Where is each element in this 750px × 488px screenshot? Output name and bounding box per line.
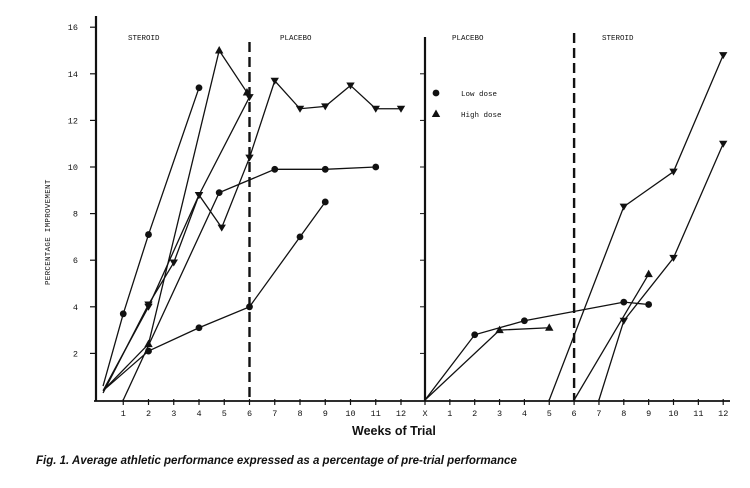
- y-axis-label: PERCENTAGE IMPROVEMENT: [45, 179, 53, 285]
- circle-marker-icon: [215, 189, 223, 197]
- series-line: [548, 54, 724, 401]
- circle-marker-icon: [195, 84, 203, 92]
- x-tick-label: 4: [522, 409, 527, 419]
- circle-marker-icon: [246, 303, 253, 311]
- x-tick-label: 11: [693, 409, 703, 419]
- circle-marker-icon: [432, 89, 440, 97]
- triangle-up-marker-icon: [495, 325, 504, 334]
- x-tick-label: 2: [472, 409, 477, 419]
- triangle-down-marker-icon: [194, 191, 204, 199]
- series-line: [598, 143, 724, 401]
- y-tick-label: 14: [68, 70, 78, 80]
- triangle-up-marker-icon: [545, 323, 554, 331]
- triangle-down-marker-icon: [396, 105, 406, 113]
- x-tick-label: 7: [272, 409, 277, 419]
- triangle-down-marker-icon: [669, 168, 678, 176]
- x-tick-label: 3: [171, 409, 176, 419]
- y-tick-label: 4: [73, 303, 78, 313]
- triangle-down-marker-icon: [346, 82, 355, 90]
- x-tick-label: 4: [196, 409, 201, 419]
- triangle-up-marker-icon: [644, 269, 653, 278]
- x-tick-label: 5: [222, 409, 227, 419]
- circle-marker-icon: [145, 231, 152, 238]
- triangle-down-marker-icon: [321, 103, 330, 111]
- series-line: [424, 327, 550, 401]
- triangle-down-marker-icon: [669, 254, 678, 262]
- circle-marker-icon: [645, 301, 653, 308]
- triangle-down-marker-icon: [371, 105, 380, 113]
- y-tick-label: 2: [73, 349, 78, 359]
- phase-label: STEROID: [128, 35, 160, 43]
- series-line: [102, 87, 200, 387]
- x-tick-label: 6: [572, 409, 577, 419]
- circle-marker-icon: [321, 165, 329, 173]
- x-tick-label: 10: [668, 409, 678, 419]
- series-line: [102, 201, 326, 392]
- series-line: [102, 48, 248, 392]
- circle-marker-icon: [296, 233, 304, 241]
- triangle-down-marker-icon: [719, 52, 728, 60]
- x-tick-label: 2: [146, 409, 151, 419]
- triangle-down-marker-icon: [270, 77, 279, 85]
- x-tick-label: 12: [396, 409, 406, 419]
- triangle-down-marker-icon: [217, 224, 226, 232]
- phase-label: STEROID: [602, 35, 634, 43]
- x-tick-label: 1: [121, 409, 126, 419]
- triangle-up-marker-icon: [242, 87, 252, 96]
- circle-marker-icon: [620, 298, 628, 306]
- x-tick-label: 11: [371, 409, 381, 419]
- circle-marker-icon: [521, 317, 528, 325]
- triangle-down-marker-icon: [245, 94, 254, 102]
- figure-caption: Fig. 1. Average athletic performance exp…: [36, 455, 517, 467]
- circle-marker-icon: [195, 324, 203, 332]
- x-tick-label: X: [422, 409, 427, 419]
- y-tick-label: 16: [68, 23, 78, 33]
- x-tick-label: 3: [497, 409, 502, 419]
- y-tick-label: 6: [73, 256, 78, 266]
- x-tick-label: 9: [646, 409, 651, 419]
- x-tick-label: 7: [596, 409, 601, 419]
- circle-marker-icon: [372, 163, 380, 171]
- y-tick-label: 12: [68, 116, 78, 126]
- y-tick-label: 10: [68, 163, 78, 173]
- x-axis-label: Weeks of Trial: [352, 424, 436, 438]
- circle-marker-icon: [471, 331, 479, 339]
- y-tick-label: 8: [73, 210, 78, 220]
- circle-marker-icon: [145, 347, 152, 355]
- series-line: [573, 273, 650, 401]
- triangle-down-marker-icon: [295, 105, 305, 113]
- series-line: [424, 301, 649, 401]
- triangle-down-marker-icon: [144, 301, 153, 309]
- x-tick-label: 10: [345, 409, 355, 419]
- x-tick-label: 5: [547, 409, 552, 419]
- triangle-up-marker-icon: [215, 46, 224, 54]
- triangle-down-marker-icon: [619, 317, 628, 325]
- x-tick-label: 8: [621, 409, 626, 419]
- legend-label-high: High dose: [461, 112, 502, 120]
- phase-label: PLACEBO: [280, 35, 312, 43]
- triangle-down-marker-icon: [719, 140, 728, 148]
- circle-marker-icon: [271, 165, 279, 173]
- circle-marker-icon: [321, 198, 329, 206]
- x-tick-label: 1: [447, 409, 452, 419]
- x-tick-label: 9: [323, 409, 328, 419]
- triangle-up-marker-icon: [144, 339, 153, 348]
- x-tick-label: 6: [247, 409, 252, 419]
- triangle-down-marker-icon: [169, 259, 178, 267]
- legend-label-low: Low dose: [461, 91, 497, 99]
- phase-label: PLACEBO: [452, 35, 484, 43]
- triangle-down-marker-icon: [245, 154, 254, 162]
- x-tick-label: 12: [718, 409, 728, 419]
- triangle-down-marker-icon: [619, 203, 628, 211]
- x-tick-label: 8: [297, 409, 302, 419]
- triangle-up-marker-icon: [431, 109, 441, 117]
- circle-marker-icon: [119, 310, 127, 318]
